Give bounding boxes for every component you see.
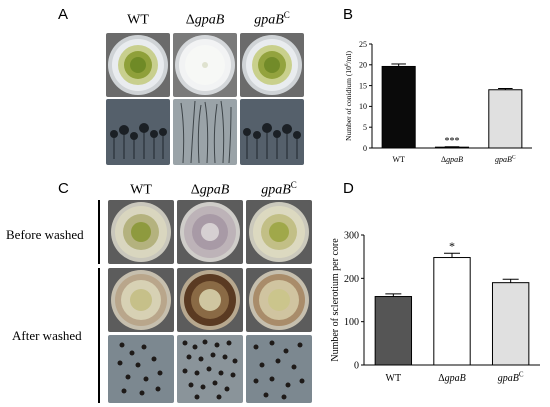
chart-d-ytick-label: 300 bbox=[344, 231, 359, 242]
panel-c-col-header-0: WT bbox=[130, 182, 152, 198]
plate-before-comp-icon bbox=[249, 202, 309, 262]
chart-b-ytick-label: 5 bbox=[363, 123, 367, 132]
plate-after-wt-icon bbox=[111, 270, 171, 330]
panel-a-col-header-2: gpaBC bbox=[254, 10, 290, 28]
panel-a-col-header-1: ΔgpaB bbox=[185, 12, 225, 28]
panel-b-label: B bbox=[343, 6, 354, 23]
panel-a-col-header-0: WT bbox=[127, 12, 149, 28]
chart-b-ytick-label: 10 bbox=[359, 102, 367, 111]
panel-a-plate-mutant bbox=[173, 33, 237, 97]
chart-d-category-label: gpaBC bbox=[498, 371, 524, 385]
chart-b-category-label: WT bbox=[392, 155, 405, 164]
chart-b-ytick-label: 25 bbox=[359, 40, 367, 49]
row-label-before: Before washed bbox=[6, 227, 84, 242]
panel-c-sclerotia-comp bbox=[246, 335, 312, 403]
plate-before-wt-icon bbox=[111, 202, 171, 262]
sclerotia-wt-icon bbox=[117, 342, 163, 396]
panel-a-label: A bbox=[58, 6, 69, 23]
panel-c-before-wt bbox=[108, 200, 174, 264]
conidiophores-wt-icon bbox=[110, 123, 167, 159]
row-label-after: After washed bbox=[12, 328, 82, 343]
row-bracket-after bbox=[98, 268, 100, 403]
panel-c-after-wt bbox=[108, 268, 174, 332]
panel-c-sclerotia-wt bbox=[108, 335, 174, 403]
colony-comp-icon bbox=[242, 35, 302, 95]
chart-b-ytick-label: 0 bbox=[363, 144, 367, 153]
panel-a-plate-wt bbox=[106, 33, 170, 97]
plate-before-mutant-icon bbox=[180, 202, 240, 262]
panel-c-sclerotia-mutant bbox=[177, 335, 243, 403]
chart-b-y-axis-label: Number of conidium (106/ml) bbox=[344, 51, 353, 141]
plate-after-mutant-icon bbox=[180, 270, 240, 330]
chart-d-bar bbox=[374, 296, 413, 366]
panel-d-label: D bbox=[343, 180, 354, 197]
panel-a-micro-comp bbox=[240, 99, 304, 165]
plate-after-comp-icon bbox=[249, 270, 309, 330]
chart-d-ytick-label: 0 bbox=[354, 361, 359, 372]
panel-c-after-mutant bbox=[177, 268, 243, 332]
sclerotia-mutant-icon bbox=[182, 339, 238, 400]
panel-c-col-header-2: gpaBC bbox=[261, 180, 297, 198]
chart-b-ytick-label: 20 bbox=[359, 61, 367, 70]
panel-c-label: C bbox=[58, 180, 69, 197]
chart-d-category-label: ΔgpaB bbox=[438, 373, 466, 384]
panel-c-before-comp bbox=[246, 200, 312, 264]
panel-a-micro-mutant bbox=[173, 99, 237, 165]
chart-b-bar bbox=[434, 146, 470, 149]
conidiophores-comp-icon bbox=[243, 123, 301, 159]
panel-a-plate-comp bbox=[240, 33, 304, 97]
sclerotia-comp-icon bbox=[253, 340, 305, 400]
colony-mutant-icon bbox=[175, 35, 235, 95]
colony-wt-icon bbox=[108, 35, 168, 95]
row-bracket-before bbox=[98, 200, 100, 264]
chart-b-bar bbox=[381, 65, 416, 149]
panel-a-micro-wt bbox=[106, 99, 170, 165]
chart-d-significance: * bbox=[449, 239, 455, 253]
hyphae-mutant-icon bbox=[180, 100, 232, 164]
chart-b-significance: *** bbox=[445, 136, 460, 147]
chart-d-category-label: WT bbox=[386, 373, 402, 384]
chart-b-ytick-label: 15 bbox=[359, 81, 367, 90]
chart-d-ytick-label: 100 bbox=[344, 317, 359, 328]
chart-d-y-axis-label: Number of sclerotium per core bbox=[330, 238, 341, 362]
panel-c-col-header-1: ΔgpaB bbox=[190, 182, 230, 198]
chart-b-category-label: ΔgpaB bbox=[441, 155, 463, 164]
chart-b-bar bbox=[488, 89, 523, 149]
chart-b-category-label: gpaBC bbox=[495, 154, 516, 164]
panel-d-chart: 0 100 200 300 WT * ΔgpaB gpaBC Number of sclerot… bbox=[330, 231, 540, 385]
chart-d-bar bbox=[433, 257, 471, 366]
panel-c-before-mutant bbox=[177, 200, 243, 264]
chart-d-bar bbox=[491, 282, 530, 366]
chart-d-ytick-label: 200 bbox=[344, 274, 359, 285]
panel-b-chart: 0 5 10 15 20 25 WT *** ΔgpaB gpaBC Number of conid… bbox=[344, 40, 532, 164]
panel-c-after-comp bbox=[246, 268, 312, 332]
